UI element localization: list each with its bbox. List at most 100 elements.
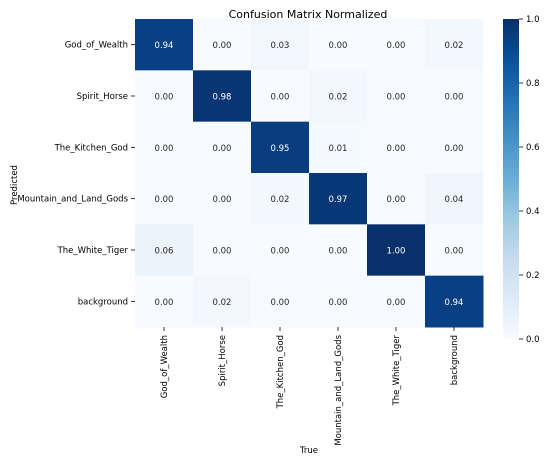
heatmap-cell-4-1 <box>193 224 252 277</box>
heatmap-cell-3-5 <box>425 172 484 225</box>
colorbar-tick-label: 0.8 <box>526 79 540 89</box>
heatmap-cell-4-3 <box>309 224 368 277</box>
heatmap-cell-0-0 <box>135 19 194 71</box>
cell-value-label: 0.95 <box>271 144 290 154</box>
heatmap-cell-5-1 <box>193 275 252 328</box>
heatmap-cell-4-4 <box>367 224 426 277</box>
x-tick-label: Mountain_and_Land_Gods <box>334 334 344 445</box>
x-tick-label: God_of_Wealth <box>160 335 170 398</box>
cell-value-label: 0.00 <box>387 92 406 102</box>
cell-value-label: 0.97 <box>329 195 348 205</box>
cell-value-label: 0.02 <box>329 92 348 102</box>
cell-value-label: 1.00 <box>387 246 406 256</box>
cell-value-label: 0.03 <box>271 41 290 51</box>
colorbar-tick-label: 0.0 <box>526 335 540 345</box>
x-tick-label: The_White_Tiger <box>392 334 402 406</box>
heatmap-cell-1-3 <box>309 70 368 123</box>
cell-value-label: 0.00 <box>387 144 406 154</box>
cell-value-label: 0.98 <box>213 92 232 102</box>
heatmap-cell-0-5 <box>425 19 484 71</box>
cell-value-label: 0.00 <box>387 298 406 308</box>
cell-value-label: 0.00 <box>155 195 174 205</box>
colorbar-ticks: 0.0 0.2 0.4 0.6 0.8 1.0 <box>519 15 540 345</box>
cell-value-label: 0.00 <box>271 298 290 308</box>
cell-value-label: 0.00 <box>387 41 406 51</box>
heatmap-cell-2-4 <box>367 121 426 174</box>
cell-value-label: 0.01 <box>329 144 348 154</box>
cell-value-label: 0.94 <box>155 41 174 51</box>
y-tick-labels: God_of_Wealth Spirit_Horse The_Kitchen_God… <box>17 41 135 307</box>
heatmap-cell-1-0 <box>135 70 194 123</box>
y-tick-label: Spirit_Horse <box>77 92 128 102</box>
cell-value-label: 0.00 <box>445 246 464 256</box>
heatmap-cell-5-3 <box>309 275 368 328</box>
heatmap-cell-0-4 <box>367 19 426 71</box>
heatmap-cell-1-2 <box>251 70 310 123</box>
x-tick-label: background <box>450 335 460 385</box>
cell-value-label: 0.94 <box>445 298 464 308</box>
y-tick-label: background <box>78 297 128 307</box>
y-tick-label: God_of_Wealth <box>65 41 128 51</box>
cell-value-label: 0.00 <box>329 41 348 51</box>
cell-value-label: 0.00 <box>329 298 348 308</box>
cell-value-label: 0.00 <box>213 41 232 51</box>
heatmap-cell-4-5 <box>425 224 484 277</box>
chart-title: Confusion Matrix Normalized <box>229 8 388 21</box>
heatmap-cells <box>135 19 484 328</box>
y-tick-label: The_Kitchen_God <box>54 143 128 153</box>
heatmap-cell-3-4 <box>367 172 426 225</box>
cell-value-label: 0.00 <box>213 144 232 154</box>
heatmap-cell-3-0 <box>135 172 194 225</box>
colorbar-tick-label: 0.6 <box>526 143 540 153</box>
heatmap-cell-5-5 <box>425 275 484 328</box>
heatmap-cell-5-2 <box>251 275 310 328</box>
cell-value-label: 0.00 <box>329 246 348 256</box>
colorbar-tick-label: 0.2 <box>526 271 540 281</box>
heatmap-cell-2-1 <box>193 121 252 174</box>
cell-value-label: 0.04 <box>445 195 464 205</box>
heatmap-cell-1-5 <box>425 70 484 123</box>
y-axis-label: Predicted <box>10 165 20 205</box>
heatmap-cell-2-2 <box>251 121 310 174</box>
heatmap-cell-0-1 <box>193 19 252 71</box>
heatmap-cell-3-3 <box>309 172 368 225</box>
heatmap-cell-2-0 <box>135 121 194 174</box>
colorbar <box>503 19 519 339</box>
heatmap-cell-0-2 <box>251 19 310 71</box>
heatmap-cell-1-4 <box>367 70 426 123</box>
cell-value-label: 0.00 <box>155 298 174 308</box>
cell-value-label: 0.00 <box>271 92 290 102</box>
heatmap-cell-3-1 <box>193 172 252 225</box>
heatmap-cell-1-1 <box>193 70 252 123</box>
x-tick-label: The_Kitchen_God <box>276 335 286 409</box>
heatmap-cell-0-3 <box>309 19 368 71</box>
colorbar-tick-label: 0.4 <box>526 207 540 217</box>
x-axis-label: True <box>299 446 318 456</box>
cell-value-label: 0.02 <box>213 298 232 308</box>
x-tick-labels: God_of_Wealth Spirit_Horse The_Kitchen_God… <box>160 326 460 446</box>
x-tick-label: Spirit_Horse <box>218 335 228 386</box>
cell-value-label: 0.06 <box>155 246 174 256</box>
heatmap-cell-4-0 <box>135 224 194 277</box>
colorbar-tick-label: 1.0 <box>526 15 540 25</box>
y-tick-label: Mountain_and_Land_Gods <box>17 195 128 205</box>
cell-value-label: 0.00 <box>155 92 174 102</box>
cell-value-label: 0.00 <box>213 246 232 256</box>
cell-value-label: 0.00 <box>445 92 464 102</box>
cell-value-label: 0.02 <box>271 195 290 205</box>
cell-value-label: 0.00 <box>445 144 464 154</box>
heatmap-cell-5-4 <box>367 275 426 328</box>
heatmap-cell-2-3 <box>309 121 368 174</box>
cell-value-label: 0.02 <box>445 41 464 51</box>
y-tick-label: The_White_Tiger <box>57 246 129 256</box>
cell-value-label: 0.00 <box>155 144 174 154</box>
heatmap-cell-2-5 <box>425 121 484 174</box>
cell-value-label: 0.00 <box>387 195 406 205</box>
cell-value-label: 0.00 <box>213 195 232 205</box>
cell-value-label: 0.00 <box>271 246 290 256</box>
heatmap-cell-4-2 <box>251 224 310 277</box>
cell-value-labels: 0.94 0.00 0.03 0.00 0.00 0.02 0.00 0.98 0.00 0.02… <box>155 41 464 308</box>
heatmap-cell-3-2 <box>251 172 310 225</box>
heatmap-cell-5-0 <box>135 275 194 328</box>
